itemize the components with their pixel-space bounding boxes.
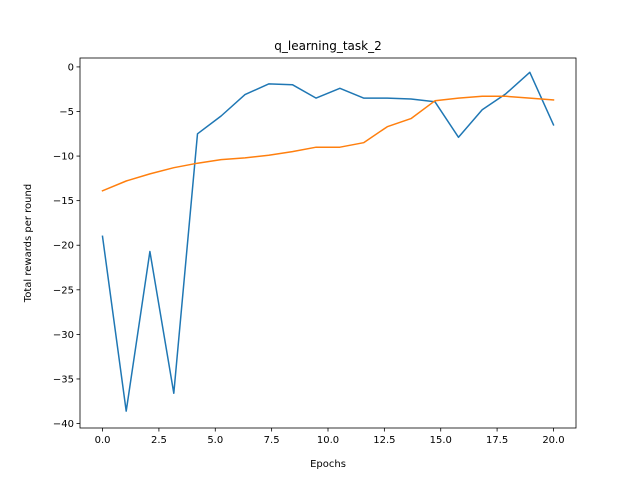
x-tick-label: 12.5 [373,435,395,446]
y-tick-label: −10 [53,152,74,163]
x-tick-label: 10.0 [317,435,339,446]
y-axis-label: Total rewards per round [23,184,34,303]
series-line-1 [101,71,555,412]
y-tick-label: −35 [53,374,74,385]
y-tick-label: 0 [68,62,74,73]
series-line-2 [101,95,555,192]
x-tick-label: 5.0 [207,435,223,446]
x-tick-label: 15.0 [430,435,452,446]
x-tick-label: 0.0 [95,435,111,446]
y-tick-label: −25 [53,285,74,296]
tick-layer: 0.0 2.5 5.0 7.5 10.0 12.5 15.0 17.5 20.0 0 −5 −10 −1… [53,62,565,446]
axes-background [80,58,576,428]
x-axis-label: Epochs [310,459,346,470]
axes-frame [79,57,577,429]
y-tick-label: −40 [53,419,74,430]
x-tick-label: 7.5 [264,435,280,446]
x-tick-label: 20.0 [542,435,564,446]
y-tick-label: −20 [53,241,74,252]
y-tick-label: −15 [53,196,74,207]
series-layer [101,71,555,412]
x-tick-label: 2.5 [151,435,167,446]
x-tick-label: 17.5 [486,435,508,446]
chart-title: q_learning_task_2 [274,39,381,53]
y-tick-label: −30 [53,330,74,341]
y-tick-label: −5 [59,107,74,118]
